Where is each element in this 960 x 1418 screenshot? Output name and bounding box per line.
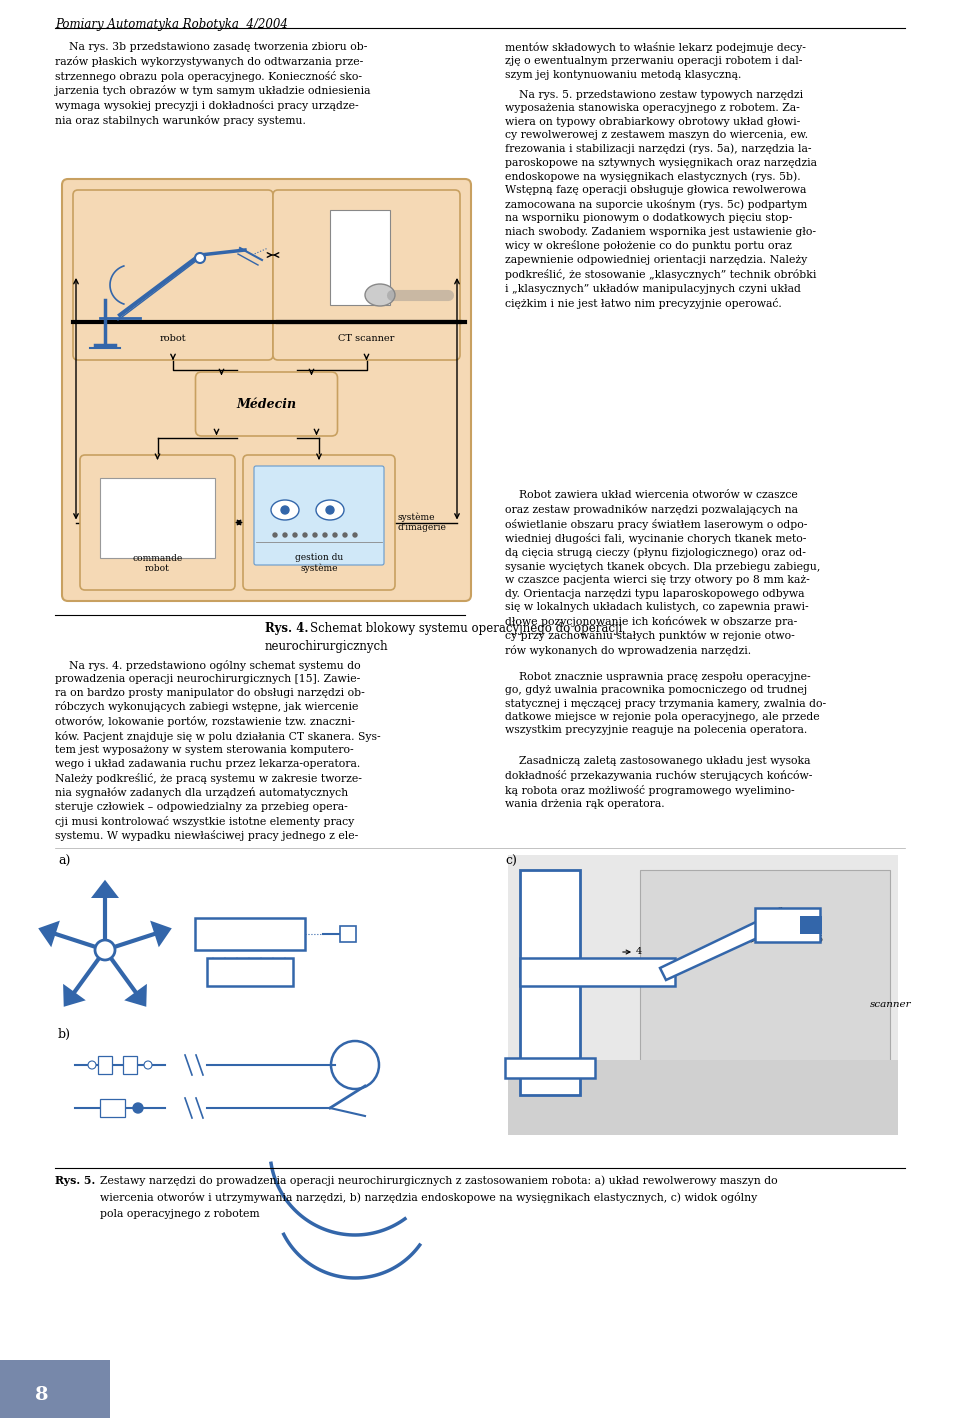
Circle shape (303, 533, 307, 537)
Text: mentów składowych to właśnie lekarz podejmuje decy-
zję o ewentualnym przerwaniu: mentów składowych to właśnie lekarz pode… (505, 43, 805, 79)
FancyBboxPatch shape (0, 1360, 110, 1418)
FancyBboxPatch shape (520, 871, 580, 1095)
Circle shape (313, 533, 317, 537)
FancyBboxPatch shape (100, 478, 215, 559)
Circle shape (326, 506, 334, 513)
Ellipse shape (365, 284, 395, 306)
Text: 5: 5 (816, 936, 822, 944)
Text: pola operacyjnego z robotem: pola operacyjnego z robotem (100, 1210, 259, 1219)
FancyBboxPatch shape (123, 1056, 137, 1073)
Text: Rys. 5.: Rys. 5. (55, 1176, 95, 1185)
Circle shape (144, 1061, 152, 1069)
FancyBboxPatch shape (800, 916, 822, 934)
FancyBboxPatch shape (505, 1058, 595, 1078)
Polygon shape (660, 920, 766, 980)
Text: 6: 6 (776, 908, 782, 916)
FancyBboxPatch shape (330, 210, 390, 305)
FancyBboxPatch shape (640, 871, 890, 1090)
Text: Robot znacznie usprawnia pracę zespołu operacyjne-
go, gdyż uwalnia pracownika p: Robot znacznie usprawnia pracę zespołu o… (505, 672, 827, 736)
Circle shape (293, 533, 297, 537)
Text: 2: 2 (569, 956, 575, 964)
FancyBboxPatch shape (98, 1056, 112, 1073)
Text: 1: 1 (569, 1035, 575, 1045)
Circle shape (273, 533, 277, 537)
Circle shape (281, 506, 289, 513)
FancyBboxPatch shape (508, 1061, 898, 1134)
Circle shape (195, 252, 205, 262)
Circle shape (283, 533, 287, 537)
Polygon shape (124, 984, 147, 1007)
Text: Rys. 4.: Rys. 4. (265, 623, 308, 635)
Polygon shape (150, 920, 172, 947)
Polygon shape (91, 879, 119, 898)
FancyBboxPatch shape (207, 959, 293, 986)
Text: scanner: scanner (870, 1000, 912, 1010)
FancyBboxPatch shape (243, 455, 395, 590)
FancyBboxPatch shape (80, 455, 235, 590)
Text: Schemat blokowy systemu operacyjnego do operacji: Schemat blokowy systemu operacyjnego do … (310, 623, 622, 635)
Text: 3: 3 (761, 936, 767, 944)
FancyBboxPatch shape (755, 908, 820, 942)
Polygon shape (63, 984, 85, 1007)
Circle shape (343, 533, 347, 537)
Text: Robot zawiera układ wiercenia otworów w czaszce
oraz zestaw prowadników narzędzi: Robot zawiera układ wiercenia otworów w … (505, 491, 821, 657)
FancyBboxPatch shape (100, 1099, 125, 1117)
Text: commande
robot: commande robot (132, 553, 182, 573)
FancyBboxPatch shape (254, 467, 384, 564)
Text: CT scanner: CT scanner (338, 335, 395, 343)
Text: Pomiary Automatyka Robotyka  4/2004: Pomiary Automatyka Robotyka 4/2004 (55, 18, 288, 31)
Text: Zasadniczą zaletą zastosowanego układu jest wysoka
dokładność przekazywania ruch: Zasadniczą zaletą zastosowanego układu j… (505, 756, 812, 810)
Text: c): c) (505, 855, 516, 868)
Text: Zestawy narzędzi do prowadzenia operacji neurochirurgicznych z zastosowaniem rob: Zestawy narzędzi do prowadzenia operacji… (100, 1176, 778, 1185)
FancyBboxPatch shape (340, 926, 356, 942)
Text: 8: 8 (35, 1385, 49, 1404)
Text: système
d'imagerie: système d'imagerie (398, 512, 446, 532)
Circle shape (95, 940, 115, 960)
Circle shape (353, 533, 357, 537)
Ellipse shape (271, 501, 299, 520)
Text: Na rys. 3b przedstawiono zasadę tworzenia zbioru ob-
razów płaskich wykorzystywa: Na rys. 3b przedstawiono zasadę tworzeni… (55, 43, 371, 126)
Text: b): b) (58, 1028, 71, 1041)
Text: 4: 4 (636, 947, 642, 957)
Circle shape (88, 1061, 96, 1069)
FancyBboxPatch shape (196, 372, 338, 435)
FancyBboxPatch shape (62, 179, 471, 601)
FancyBboxPatch shape (195, 917, 305, 950)
FancyBboxPatch shape (73, 190, 273, 360)
Text: a): a) (58, 855, 70, 868)
FancyBboxPatch shape (508, 855, 898, 1134)
Circle shape (323, 533, 327, 537)
Ellipse shape (316, 501, 344, 520)
Circle shape (333, 533, 337, 537)
Polygon shape (38, 920, 60, 947)
Text: Na rys. 4. przedstawiono ogólny schemat systemu do
prowadzenia operacji neurochi: Na rys. 4. przedstawiono ogólny schemat … (55, 659, 380, 841)
Text: Na rys. 5. przedstawiono zestaw typowych narzędzi
wyposażenia stanowiska operacy: Na rys. 5. przedstawiono zestaw typowych… (505, 89, 817, 309)
Text: robot: robot (159, 335, 186, 343)
Text: wiercenia otworów i utrzymywania narzędzi, b) narzędzia endoskopowe na wysięgnik: wiercenia otworów i utrzymywania narzędz… (100, 1193, 757, 1202)
FancyBboxPatch shape (273, 190, 460, 360)
Text: Médecin: Médecin (236, 397, 297, 410)
FancyBboxPatch shape (520, 959, 675, 986)
Circle shape (133, 1103, 143, 1113)
Text: neurochirurgicznych: neurochirurgicznych (265, 640, 389, 654)
Text: gestion du
système: gestion du système (295, 553, 343, 573)
